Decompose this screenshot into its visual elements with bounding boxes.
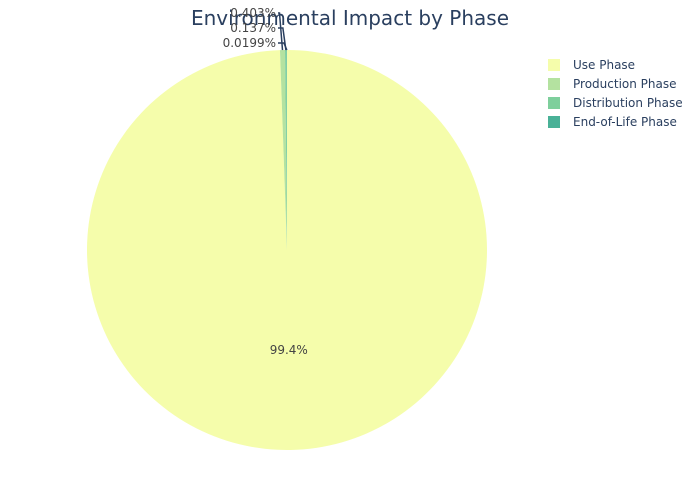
pie-label-production-phase: 0.403% [230,6,276,20]
legend-item-production-phase[interactable]: Production Phase [548,77,677,91]
legend-label-end-of-life-phase: End-of-Life Phase [573,115,677,129]
pie-label-end-of-life-phase: 0.0199% [223,36,276,50]
pie-slice-production-phase[interactable] [279,50,287,250]
pie-slice-use-phase[interactable] [86,50,487,450]
pie-slices [86,50,487,450]
pie-slice-distribution-phase[interactable] [285,50,287,251]
legend-swatch-production-phase [548,78,560,90]
pie-label-use-phase: 99.4% [270,343,308,357]
leader-line-end-of-life-phase [278,42,288,51]
leader-line-distribution-phase [278,27,287,51]
leader-lines [278,12,288,51]
legend: Use Phase Production Phase Distribution Ph… [548,58,683,129]
leader-line-production-phase [278,12,284,51]
chart-title: Environmental Impact by Phase [191,6,509,30]
legend-item-distribution-phase[interactable]: Distribution Phase [548,96,683,110]
legend-label-production-phase: Production Phase [573,77,677,91]
legend-swatch-distribution-phase [548,97,560,109]
legend-label-distribution-phase: Distribution Phase [573,96,683,110]
legend-swatch-end-of-life-phase [548,116,560,128]
pie-labels: 99.4% 0.403%0.137%0.0199% [223,6,308,357]
legend-label-use-phase: Use Phase [573,58,635,72]
pie-label-distribution-phase: 0.137% [230,21,276,35]
legend-swatch-use-phase [548,59,560,71]
legend-item-use-phase[interactable]: Use Phase [548,58,635,72]
legend-item-end-of-life-phase[interactable]: End-of-Life Phase [548,115,677,129]
